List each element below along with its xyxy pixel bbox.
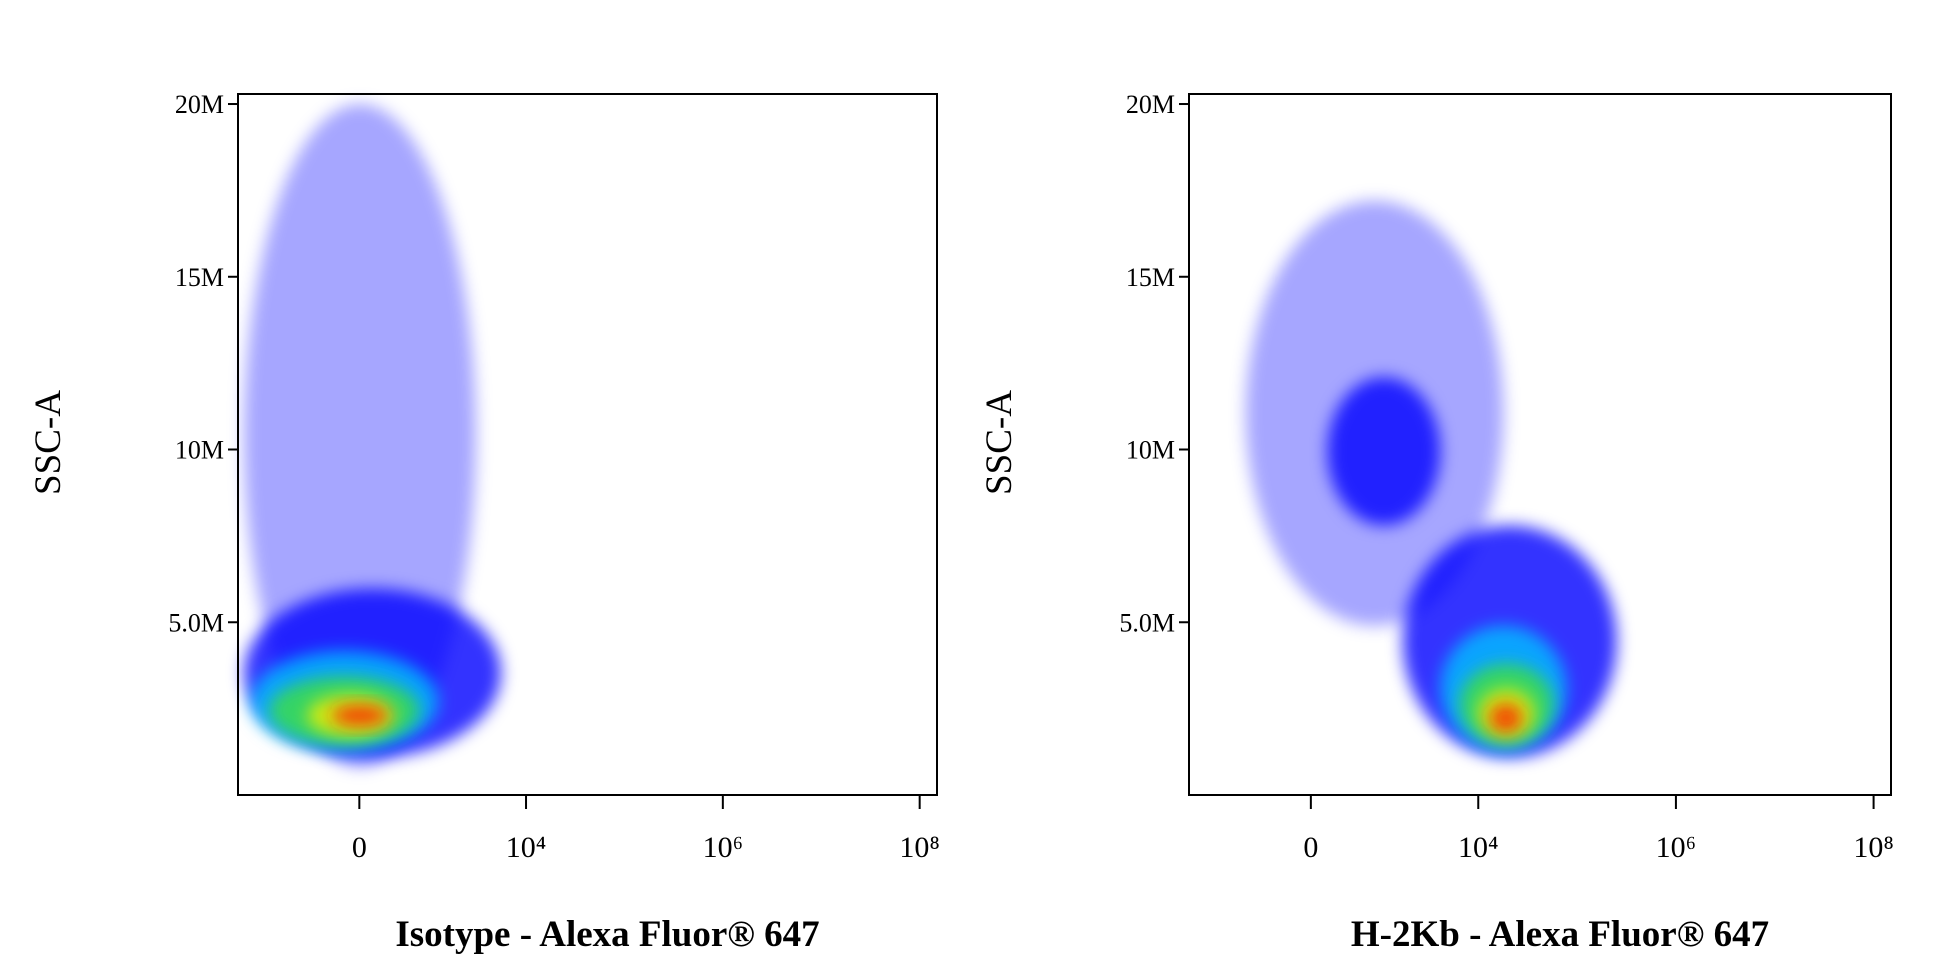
population [331,704,389,727]
population [1489,703,1523,733]
x-tick-label: 10⁴ [506,831,546,864]
y-tick-label: 10M [1126,436,1175,465]
x-tick-label: 10⁸ [899,831,939,864]
y-tick-label: 10M [175,436,224,465]
y-axis-label: SSC-A [979,390,1020,495]
x-tick-label: 0 [1303,831,1318,864]
y-tick-label: 15M [1126,263,1175,292]
y-tick-label: 15M [175,263,224,292]
population [1327,376,1441,526]
x-axis-label: H-2Kb - Alexa Fluor® 647 [1351,914,1769,955]
x-tick-label: 10⁶ [703,831,743,864]
y-tick-label: 20M [1126,90,1175,119]
x-tick-label: 10⁶ [1656,831,1696,864]
x-tick-label: 0 [352,831,367,864]
y-tick-label: 20M [175,90,224,119]
plot-frame [1188,93,1892,796]
y-tick-label: 5.0M [168,608,224,637]
y-axis-label: SSC-A [28,390,69,495]
plot-frame [237,93,938,796]
x-tick-label: 10⁴ [1458,831,1498,864]
x-tick-label: 10⁸ [1853,831,1893,864]
x-axis-label: Isotype - Alexa Fluor® 647 [395,914,819,955]
y-tick-label: 5.0M [1119,608,1175,637]
